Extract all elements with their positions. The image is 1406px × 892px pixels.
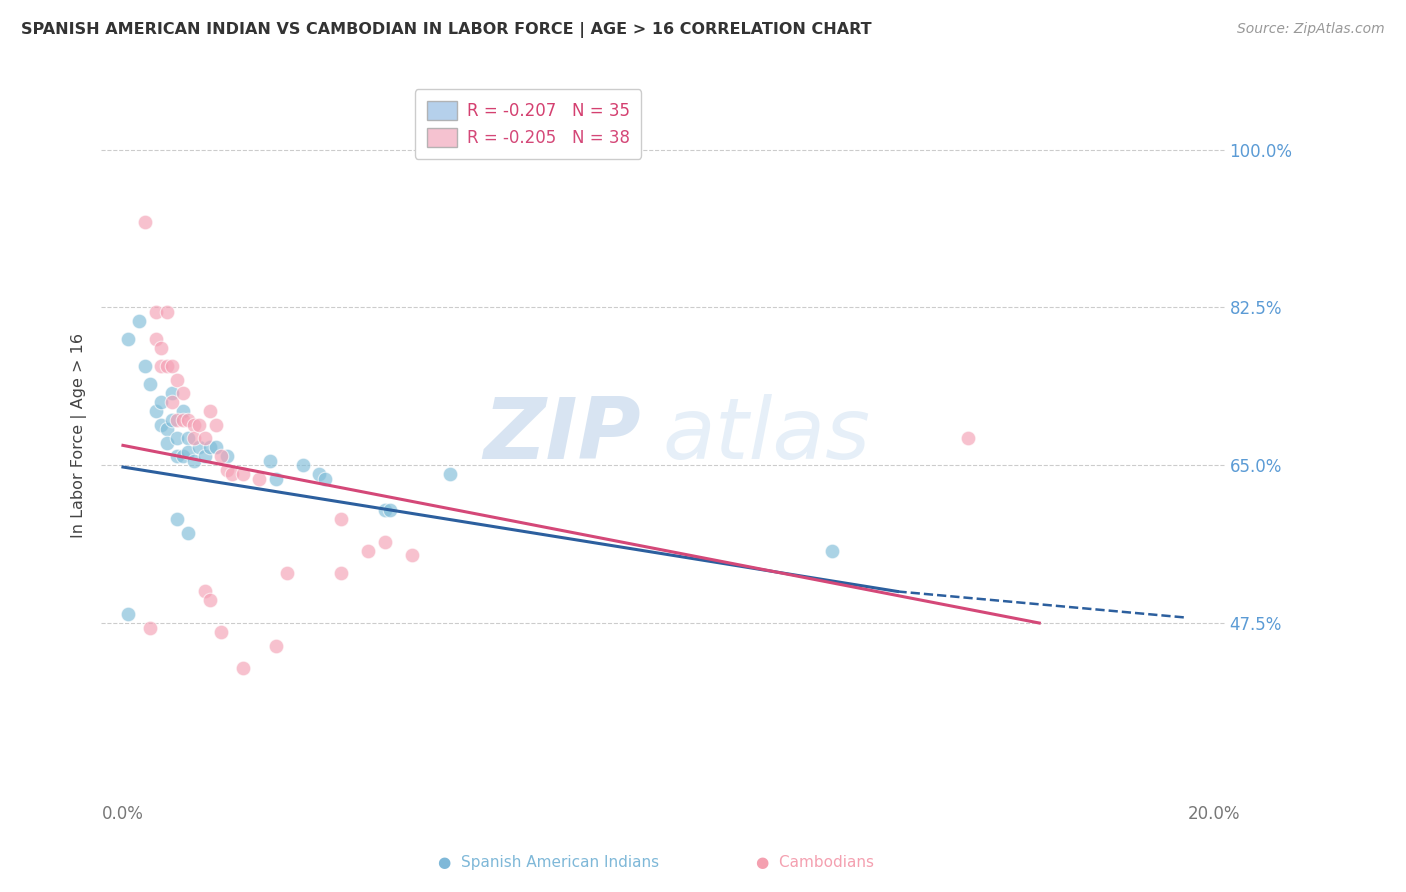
Point — [134, 359, 156, 373]
Point — [380, 503, 402, 517]
Point — [439, 467, 461, 482]
Point — [145, 305, 167, 319]
Point — [188, 417, 211, 432]
Point — [330, 566, 353, 581]
Point — [957, 431, 980, 445]
Point — [200, 440, 222, 454]
Point — [215, 449, 238, 463]
Point — [194, 584, 217, 599]
Point — [117, 607, 139, 621]
Point — [200, 593, 222, 607]
Point — [330, 512, 353, 526]
Point — [150, 417, 173, 432]
Point — [166, 512, 188, 526]
Point — [177, 431, 200, 445]
Point — [160, 395, 183, 409]
Point — [166, 431, 188, 445]
Point — [160, 359, 183, 373]
Point — [200, 404, 222, 418]
Point — [183, 417, 205, 432]
Point — [155, 422, 177, 436]
Point — [172, 386, 194, 401]
Text: ●  Cambodians: ● Cambodians — [756, 855, 875, 870]
Point — [150, 341, 173, 355]
Y-axis label: In Labor Force | Age > 16: In Labor Force | Age > 16 — [72, 334, 87, 539]
Text: atlas: atlas — [662, 394, 870, 477]
Point — [401, 549, 423, 563]
Point — [177, 413, 200, 427]
Point — [308, 467, 330, 482]
Point — [276, 566, 298, 581]
Point — [221, 467, 243, 482]
Point — [150, 359, 173, 373]
Point — [155, 305, 177, 319]
Point — [145, 404, 167, 418]
Text: ●  Spanish American Indians: ● Spanish American Indians — [437, 855, 659, 870]
Point — [150, 395, 173, 409]
Point — [374, 534, 396, 549]
Point — [155, 435, 177, 450]
Point — [145, 332, 167, 346]
Point — [160, 386, 183, 401]
Point — [166, 449, 188, 463]
Point — [209, 449, 232, 463]
Point — [374, 503, 396, 517]
Point — [166, 372, 188, 386]
Point — [232, 467, 254, 482]
Text: SPANISH AMERICAN INDIAN VS CAMBODIAN IN LABOR FORCE | AGE > 16 CORRELATION CHART: SPANISH AMERICAN INDIAN VS CAMBODIAN IN … — [21, 22, 872, 38]
Point — [821, 544, 844, 558]
Point — [264, 639, 287, 653]
Point — [155, 359, 177, 373]
Point — [188, 440, 211, 454]
Point — [134, 215, 156, 229]
Point — [194, 449, 217, 463]
Point — [177, 525, 200, 540]
Point — [264, 472, 287, 486]
Point — [232, 661, 254, 675]
Point — [128, 314, 150, 328]
Point — [204, 417, 226, 432]
Point — [209, 625, 232, 640]
Point — [183, 431, 205, 445]
Point — [177, 444, 200, 458]
Point — [215, 463, 238, 477]
Point — [139, 621, 162, 635]
Point — [172, 413, 194, 427]
Point — [204, 440, 226, 454]
Text: Source: ZipAtlas.com: Source: ZipAtlas.com — [1237, 22, 1385, 37]
Point — [139, 377, 162, 392]
Point — [166, 413, 188, 427]
Point — [172, 449, 194, 463]
Point — [160, 413, 183, 427]
Point — [314, 472, 336, 486]
Point — [247, 472, 270, 486]
Point — [183, 453, 205, 467]
Point — [357, 544, 380, 558]
Point — [291, 458, 314, 473]
Point — [194, 431, 217, 445]
Text: ZIP: ZIP — [482, 394, 641, 477]
Legend: R = -0.207   N = 35, R = -0.205   N = 38: R = -0.207 N = 35, R = -0.205 N = 38 — [415, 89, 641, 159]
Point — [172, 404, 194, 418]
Point — [117, 332, 139, 346]
Point — [259, 453, 281, 467]
